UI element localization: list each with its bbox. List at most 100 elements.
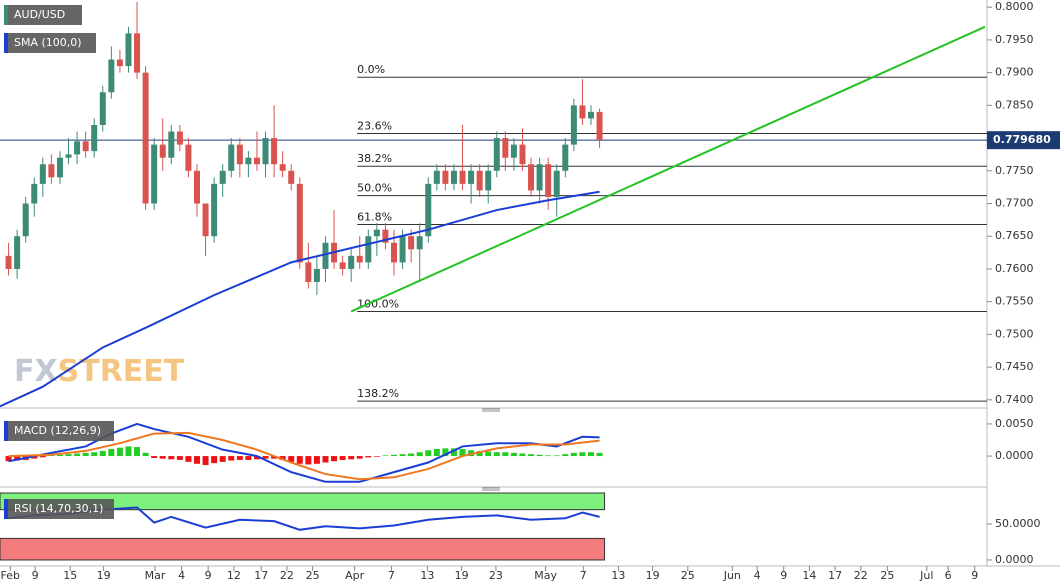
candle-body [194,170,200,204]
candle-body [56,157,63,178]
candle-body [99,92,106,125]
candle-body [253,157,260,165]
candle-body [296,183,303,263]
histogram-bar [510,452,517,457]
x-tick-label: 15 [63,569,77,582]
histogram-bar [236,456,243,460]
sma-line [0,190,600,408]
x-tick-label: 23 [489,569,503,582]
candle-body [245,157,252,165]
candle-body [65,154,72,158]
candle-body [562,144,569,171]
candle-body [116,59,123,67]
histogram-bar [425,450,432,457]
histogram-bar [211,456,218,464]
candle-body [596,111,603,141]
x-tick-label: 9 [205,569,212,582]
candle-body [22,203,29,237]
candle-body [39,164,46,184]
histogram-bar [262,456,269,459]
x-tick-label: 14 [802,569,816,582]
candle-body [382,229,389,243]
histogram-bar [313,456,320,464]
grip [482,408,500,491]
x-tick-label: 7 [388,569,395,582]
x-tick-label: May [534,569,557,582]
candle-body [262,138,269,165]
y-tick-label: 0.7650 [995,229,1034,242]
candle-body [108,59,115,93]
watermark-part: FX [14,354,58,389]
candle-body [493,138,500,171]
histogram-bar [245,456,252,460]
candle-body [176,131,183,145]
candle-body [433,170,440,184]
histogram-bar [476,450,483,457]
candle-body [399,236,406,263]
candle-body [579,105,586,119]
x-tick-label: 12 [227,569,241,582]
x-tick-label: Feb [1,569,20,582]
macd-line [8,422,600,483]
legend-label: RSI (14,70,30,1) [14,502,103,515]
candle-body [279,164,286,171]
histogram-bar [253,456,260,460]
histogram-bar [39,456,46,458]
x-tick-label: 19 [646,569,660,582]
fib-label: 0.0% [357,63,385,76]
candle-body [159,144,166,158]
histogram-bar [65,454,72,457]
histogram-bar [108,449,115,457]
histogram-bar [159,456,166,459]
y-tick-label: 0.7900 [995,66,1034,79]
fib-label: 23.6% [357,119,392,132]
histogram-bar [82,452,89,457]
histogram-bar [365,456,372,458]
candle-body [82,141,89,152]
histogram-bar [399,454,406,457]
histogram-bar [279,456,286,460]
x-tick-label: 9 [780,569,787,582]
legend-label: MACD (12,26,9) [14,424,101,437]
histogram-bar [74,453,81,457]
x-tick-label: 9 [32,569,39,582]
histogram-bar [228,456,235,461]
y-tick-label: 0.7400 [995,393,1034,406]
candle-body [348,255,355,269]
candle-body [373,229,380,237]
candle-body [519,144,526,165]
histogram-bar [142,452,149,457]
histogram-bar [151,456,158,458]
overbought-band [0,492,606,511]
histogram-bar [134,447,141,457]
candle-body [553,170,560,197]
oversold-band [0,537,606,561]
candle-body [211,183,218,237]
watermark: FXSTREET [14,354,185,389]
histogram-bar [536,454,543,457]
histogram-bar [519,453,526,457]
y-tick-label: 0.7600 [995,262,1034,275]
histogram-bar [91,452,98,457]
fib-label: 61.8% [357,210,392,223]
histogram-bar [322,456,329,463]
last-price-box [987,131,1060,150]
histogram-bar [176,456,183,460]
x-tick-label: 17 [828,569,842,582]
histogram-bar [356,456,363,459]
y-tick-label: 0.7550 [995,295,1034,308]
candle-body [476,170,483,191]
histogram-bar [570,452,577,457]
candle-body [459,170,466,184]
histogram-bar [202,456,209,466]
histogram-bar [305,456,312,465]
histogram-bar [416,452,423,457]
fib-label: 38.2% [357,152,392,165]
fib-label: 50.0% [357,182,392,195]
x-tick-label: 25 [880,569,894,582]
candle-body [288,170,295,184]
candle-body [202,203,209,237]
candle-body [322,242,329,269]
histogram-bar [408,453,415,457]
x-tick-label: 19 [97,569,111,582]
